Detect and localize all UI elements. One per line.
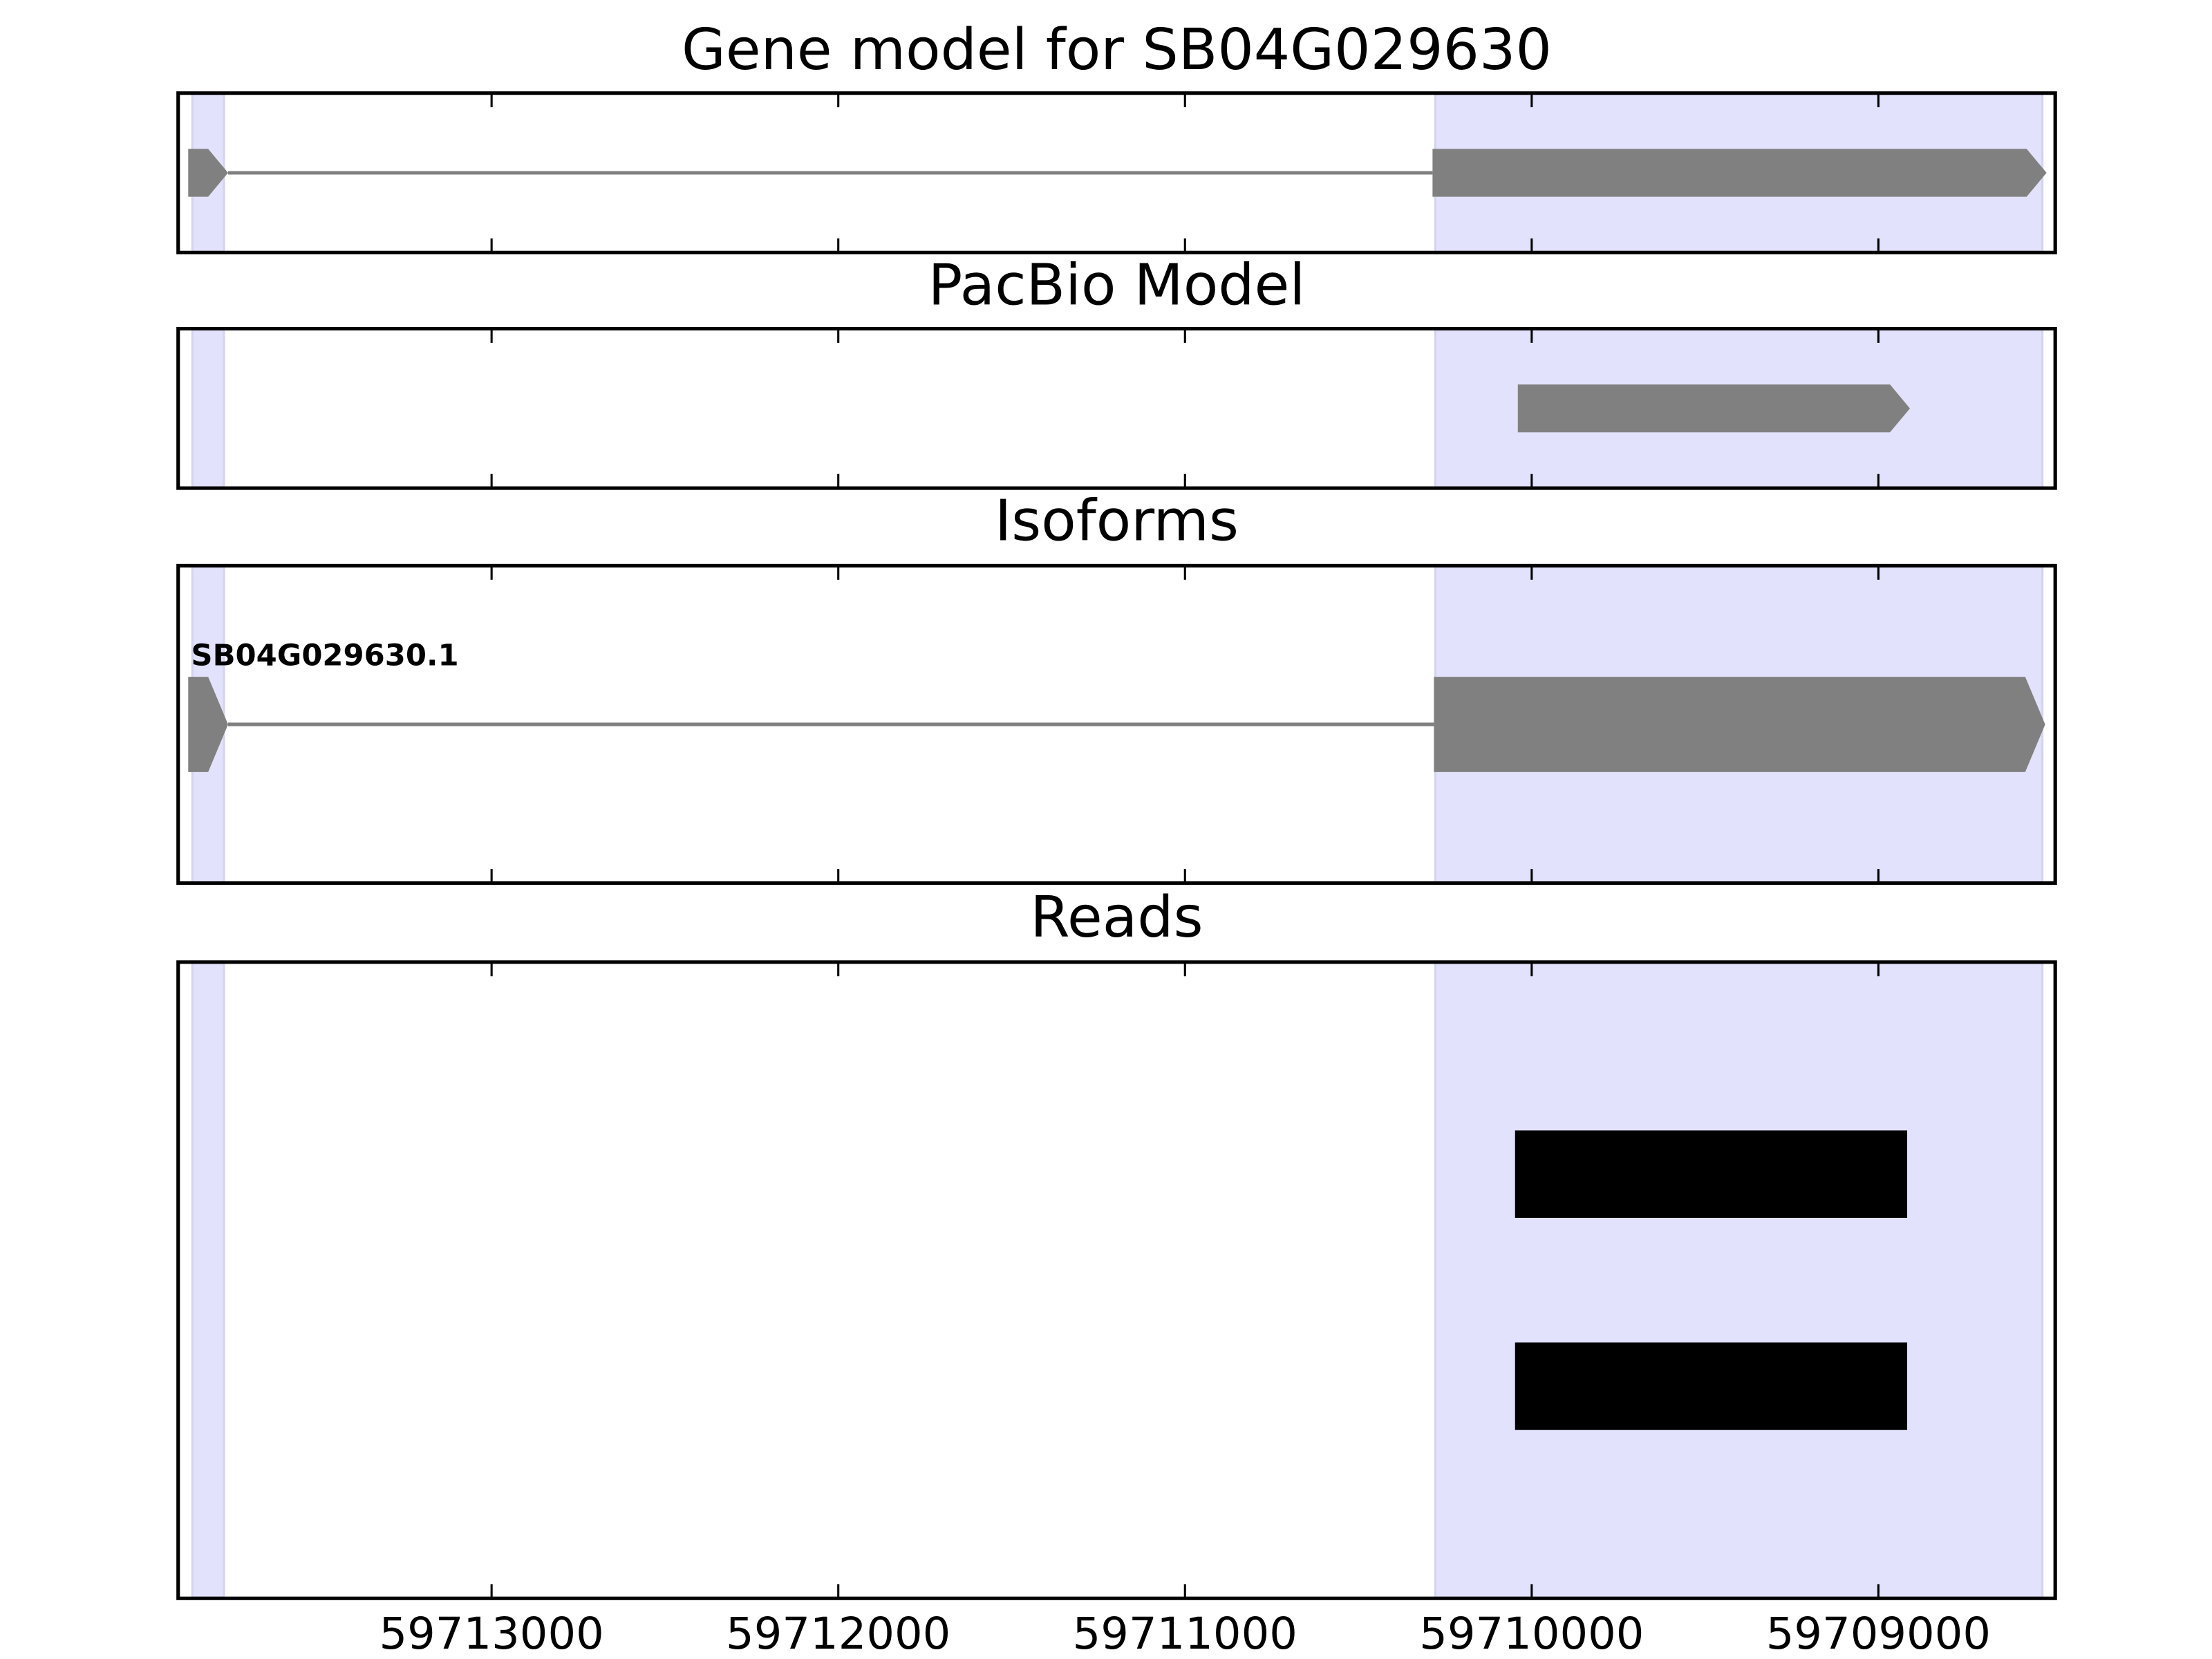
highlight — [1434, 961, 2044, 1600]
highlight — [191, 961, 225, 1600]
x-tick-label: 59711000 — [1073, 1608, 1297, 1659]
read — [1515, 1342, 1908, 1430]
panel-title: Reads — [1030, 885, 1203, 950]
x-tick-label: 59710000 — [1419, 1608, 1644, 1659]
panel-title: PacBio Model — [928, 253, 1306, 319]
panel-frame — [176, 960, 2057, 1600]
highlight — [191, 327, 225, 489]
panel-frame — [176, 563, 2057, 885]
exon — [1432, 149, 2047, 197]
exon — [1517, 384, 1911, 433]
exon — [188, 677, 228, 772]
panel-frame — [176, 326, 2057, 490]
exon — [1434, 677, 2045, 772]
isoform-label: SB04G029630.1 — [191, 639, 458, 673]
x-tick-label: 59713000 — [379, 1608, 604, 1659]
x-tick-label: 59712000 — [726, 1608, 950, 1659]
x-tick-label: 59709000 — [1766, 1608, 1991, 1659]
panel-title: Isoforms — [995, 489, 1239, 554]
exon — [188, 149, 228, 197]
panel-title: Gene model for SB04G029630 — [682, 17, 1552, 83]
read — [1515, 1130, 1908, 1218]
panel-frame — [176, 91, 2057, 254]
